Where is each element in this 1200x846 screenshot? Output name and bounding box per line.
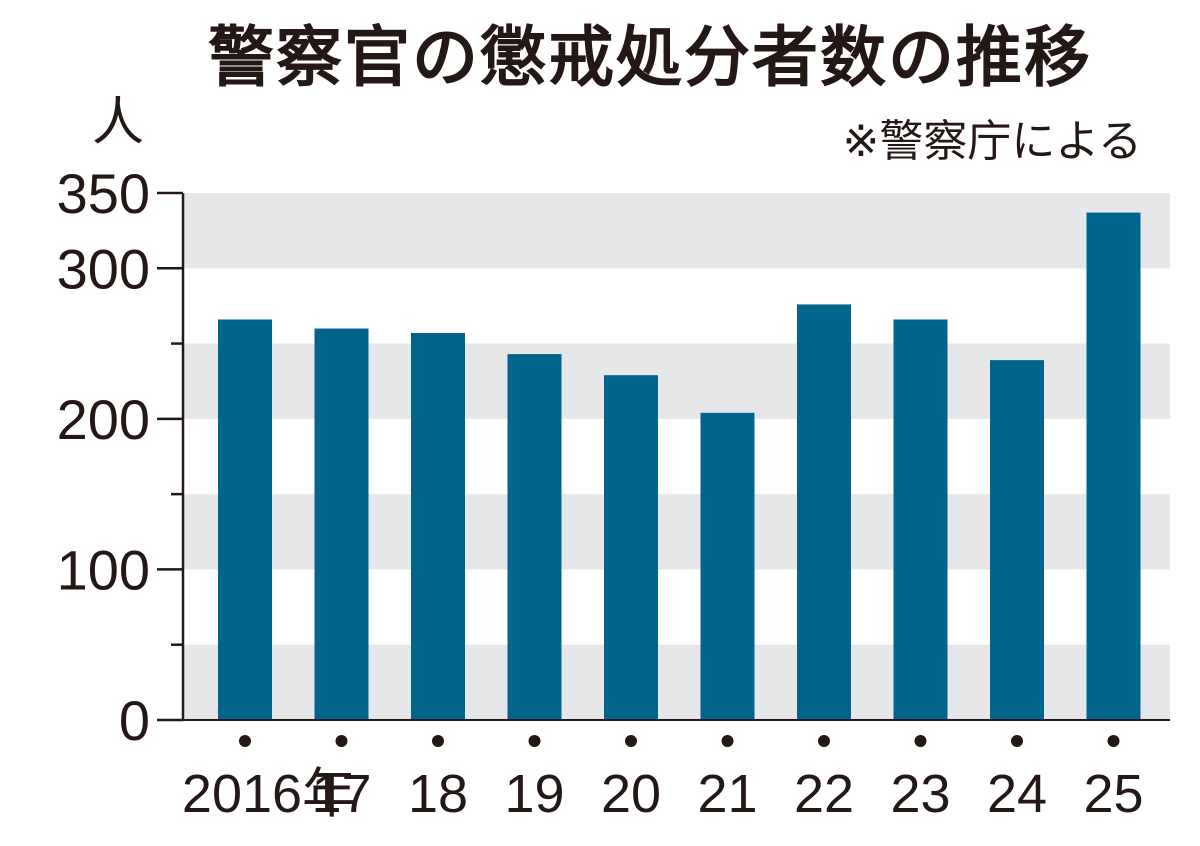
x-tick-dot	[625, 735, 637, 747]
y-axis	[157, 191, 1170, 722]
x-tick-dot	[1107, 735, 1120, 747]
x-tick-label: 23	[890, 764, 950, 824]
x-tick-label: 25	[1083, 764, 1143, 824]
x-tick-label: 22	[794, 764, 854, 824]
bar	[604, 375, 658, 720]
bar	[990, 360, 1044, 720]
bars	[218, 212, 1141, 720]
x-tick-label: 17	[311, 764, 371, 824]
x-tick-dot	[528, 735, 541, 747]
x-tick-dot	[239, 735, 251, 747]
y-tick-labels: 0 100 200 300 350	[57, 162, 150, 752]
y-tick-label: 350	[57, 162, 150, 225]
x-tick-label: 18	[408, 764, 468, 824]
y-tick-label: 200	[57, 388, 150, 451]
grid-band	[183, 193, 1170, 269]
x-tick-label: 24	[987, 764, 1047, 824]
y-tick-label: 300	[57, 237, 150, 300]
x-tick-label: 20	[601, 764, 661, 824]
x-tick-dot	[432, 735, 444, 747]
bar	[1086, 212, 1141, 720]
x-tick-dot	[914, 735, 927, 747]
bar	[893, 319, 948, 720]
bar	[314, 328, 369, 720]
y-axis-unit: 人	[92, 94, 144, 152]
bar	[797, 304, 851, 720]
source-note: ※警察庁による	[842, 116, 1142, 167]
x-tick-dot	[721, 735, 734, 747]
bar	[218, 319, 272, 720]
bar	[507, 354, 562, 720]
y-tick-label: 0	[119, 689, 150, 752]
x-tick-dot	[818, 735, 830, 747]
bar	[411, 333, 465, 720]
x-tick-dot	[1011, 735, 1023, 747]
y-tick-label: 100	[57, 538, 150, 601]
chart-title: 警察官の懲戒処分者数の推移	[208, 19, 1092, 96]
x-tick-label: 2016年	[182, 764, 356, 824]
x-tick-label: 19	[504, 764, 564, 824]
x-tick-dot	[335, 735, 348, 747]
bar	[700, 412, 755, 720]
x-tick-label: 21	[697, 764, 757, 824]
